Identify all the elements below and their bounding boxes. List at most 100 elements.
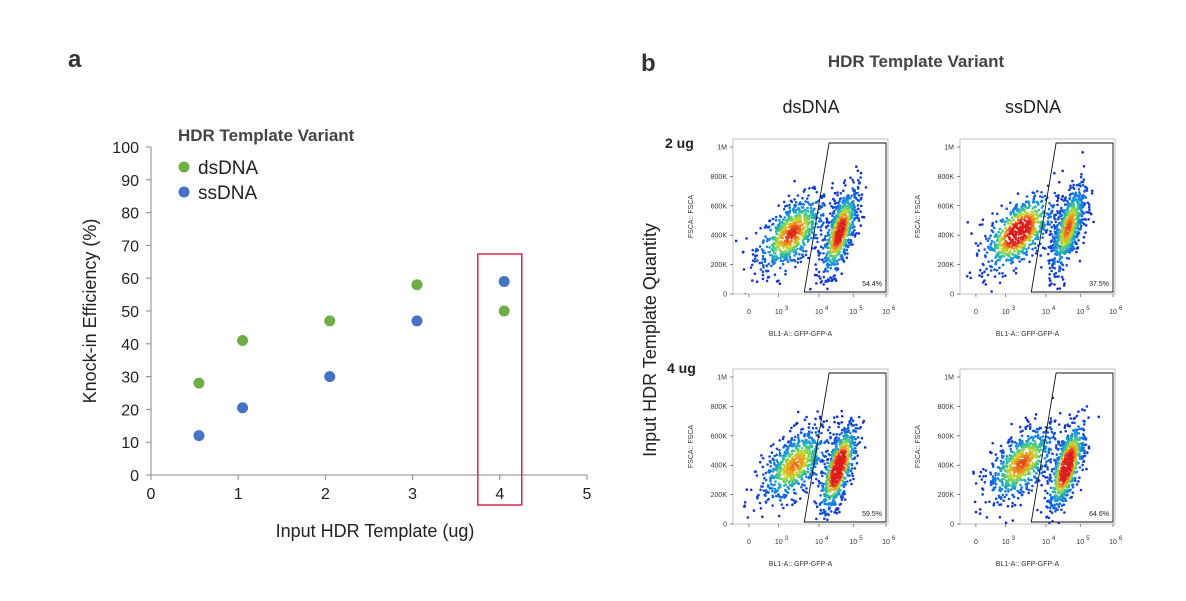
facs-event <box>1072 221 1076 225</box>
facs-event <box>1020 486 1023 489</box>
facs-event <box>1025 222 1029 225</box>
facs-event <box>835 493 839 497</box>
facs-event <box>819 233 823 236</box>
facs-event <box>816 249 820 253</box>
facs-event <box>1020 212 1024 216</box>
facs-event <box>1033 194 1037 197</box>
facs-event <box>821 423 824 426</box>
facs-event <box>845 221 848 225</box>
facs-event <box>1024 427 1027 431</box>
facs-event <box>775 447 779 451</box>
facs-event <box>1039 254 1042 257</box>
facs-event <box>801 228 804 231</box>
facs-event <box>756 259 759 262</box>
facs-event <box>803 442 806 445</box>
facs-event <box>1026 434 1030 438</box>
facs-event <box>1003 469 1007 472</box>
facs-event <box>1085 186 1089 190</box>
facs-event <box>1065 250 1069 253</box>
facs-event <box>839 484 843 487</box>
facs-event <box>1031 429 1035 433</box>
facs-event <box>1049 212 1053 215</box>
facs-event <box>798 203 802 206</box>
facs-event <box>779 499 782 502</box>
facs-event <box>1071 192 1074 195</box>
facs-event <box>978 475 982 478</box>
facs-event <box>1027 246 1030 250</box>
facs-event <box>1058 287 1062 290</box>
facs-event <box>783 443 787 447</box>
facs-event <box>776 243 780 247</box>
facs-event <box>1070 232 1073 235</box>
facs-event <box>842 237 846 240</box>
facs-event <box>783 495 786 499</box>
facs-event <box>811 451 815 455</box>
facs-event <box>846 440 850 443</box>
facs-event <box>1086 201 1090 204</box>
col-header-dsdna: dsDNA <box>782 97 839 117</box>
facs-event <box>758 501 762 505</box>
facs-event <box>760 485 763 488</box>
facs-x-tick-label: 10 <box>1109 309 1117 316</box>
facs-event <box>1077 204 1080 207</box>
facs-event <box>796 461 799 464</box>
facs-event <box>811 462 814 465</box>
facs-event <box>802 210 805 213</box>
facs-event <box>799 260 803 264</box>
facs-event <box>1037 208 1041 212</box>
facs-event <box>830 225 833 228</box>
facs-y-tick-label: 400K <box>711 463 728 470</box>
facs-event <box>853 467 857 470</box>
facs-event <box>1027 459 1031 462</box>
facs-event <box>846 218 849 222</box>
facs-event <box>1016 470 1019 473</box>
facs-event <box>1017 477 1020 481</box>
facs-event <box>1061 219 1065 222</box>
facs-event <box>1055 444 1058 447</box>
facs-event <box>856 191 859 195</box>
facs-event <box>837 228 841 231</box>
facs-event <box>783 450 787 454</box>
facs-event <box>856 436 860 439</box>
facs-event <box>846 480 849 483</box>
facs-event <box>826 461 829 465</box>
facs-event <box>1071 186 1075 189</box>
facs-event <box>769 444 773 448</box>
facs-event <box>819 229 823 232</box>
facs-event <box>1037 230 1040 234</box>
facs-event <box>762 473 765 476</box>
facs-event <box>1057 217 1061 220</box>
facs-event <box>978 274 981 277</box>
facs-x-axis-label: BL1-A:: GFP-GFP-A <box>996 331 1060 338</box>
facs-event <box>839 204 842 207</box>
facs-event <box>802 452 806 456</box>
facs-event <box>845 256 849 260</box>
facs-event <box>819 281 823 284</box>
facs-event <box>793 501 797 505</box>
facs-event <box>1004 489 1007 493</box>
facs-event <box>1064 196 1067 199</box>
facs-event <box>815 505 819 509</box>
facs-event <box>1006 469 1009 472</box>
facs-event <box>827 220 830 224</box>
facs-event <box>1056 199 1059 203</box>
facs-event <box>1009 488 1013 492</box>
facs-event <box>839 254 843 258</box>
facs-event <box>814 246 817 249</box>
facs-event <box>979 268 982 272</box>
facs-event <box>1005 207 1008 210</box>
facs-event <box>828 202 832 205</box>
facs-event <box>814 201 818 204</box>
facs-event <box>799 210 803 214</box>
facs-event <box>833 492 836 496</box>
facs-event <box>1070 249 1073 252</box>
facs-density-cloud <box>734 165 868 294</box>
facs-event <box>792 477 796 481</box>
facs-event <box>761 482 765 485</box>
facs-event <box>792 449 796 453</box>
facs-y-tick-label: 400K <box>711 233 728 240</box>
facs-event <box>839 230 843 234</box>
facs-event <box>1031 207 1035 210</box>
facs-event <box>1087 218 1090 221</box>
facs-event <box>787 487 791 490</box>
